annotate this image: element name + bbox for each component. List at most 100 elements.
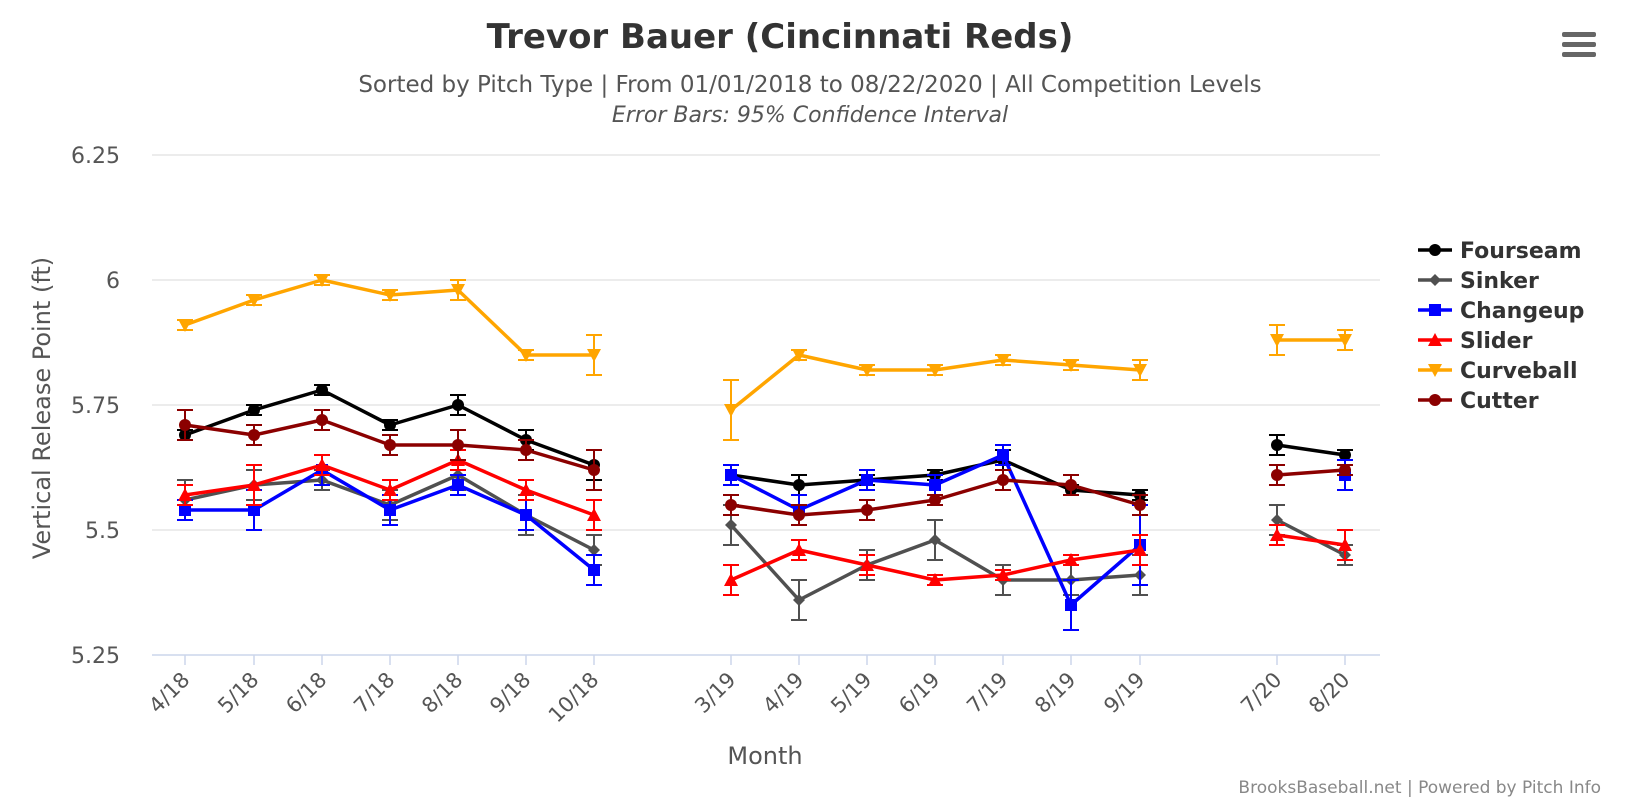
data-point-sinker bbox=[793, 594, 805, 606]
data-point-changeup bbox=[861, 474, 873, 486]
legend-marker-cutter bbox=[1429, 394, 1441, 406]
legend-label-slider: Slider bbox=[1460, 329, 1533, 354]
data-point-cutter bbox=[520, 444, 532, 456]
data-point-slider bbox=[1064, 553, 1078, 566]
y-tick-label: 5.25 bbox=[71, 644, 120, 669]
data-point-slider bbox=[383, 483, 397, 496]
data-point-curveball bbox=[724, 404, 738, 417]
y-axis-label: Vertical Release Point (ft) bbox=[28, 257, 56, 559]
data-point-sinker bbox=[588, 544, 600, 556]
data-point-changeup bbox=[929, 479, 941, 491]
data-point-cutter bbox=[725, 499, 737, 511]
data-point-changeup bbox=[997, 449, 1009, 461]
data-point-slider bbox=[315, 458, 329, 471]
data-point-curveball bbox=[315, 274, 329, 287]
data-point-slider bbox=[928, 573, 942, 586]
data-point-slider bbox=[587, 508, 601, 521]
data-point-cutter bbox=[1271, 469, 1283, 481]
legend-marker-sinker bbox=[1429, 274, 1441, 286]
data-point-slider bbox=[996, 568, 1010, 581]
credits-link[interactable]: BrooksBaseball.net | Powered by Pitch In… bbox=[1238, 778, 1601, 798]
data-point-curveball bbox=[519, 349, 533, 362]
legend-marker-fourseam bbox=[1429, 244, 1441, 256]
data-point-cutter bbox=[384, 439, 396, 451]
data-point-fourseam bbox=[316, 384, 328, 396]
data-point-slider bbox=[1338, 538, 1352, 551]
data-point-curveball bbox=[996, 354, 1010, 367]
data-point-curveball bbox=[1133, 364, 1147, 377]
series-cutter bbox=[177, 409, 1353, 526]
legend-label-fourseam: Fourseam bbox=[1460, 239, 1582, 264]
data-point-changeup bbox=[179, 504, 191, 516]
hamburger-menu-icon[interactable] bbox=[1552, 26, 1596, 66]
data-point-cutter bbox=[179, 419, 191, 431]
data-point-changeup bbox=[725, 469, 737, 481]
data-point-fourseam bbox=[452, 399, 464, 411]
data-point-cutter bbox=[929, 494, 941, 506]
chart-subtitle: Sorted by Pitch Type | From 01/01/2018 t… bbox=[358, 72, 1261, 98]
legend-item-changeup[interactable]: Changeup bbox=[1418, 299, 1584, 324]
data-point-fourseam bbox=[248, 404, 260, 416]
data-point-cutter bbox=[997, 474, 1009, 486]
data-point-changeup bbox=[248, 504, 260, 516]
data-point-curveball bbox=[860, 364, 874, 377]
chart-subtitle-error-bars: Error Bars: 95% Confidence Interval bbox=[612, 103, 1008, 128]
y-axis-ticks: 5.25 5.5 5.75 6 6.25 bbox=[71, 144, 120, 669]
legend-marker-slider bbox=[1428, 333, 1442, 346]
series-line-slider bbox=[1276, 533, 1346, 547]
legend-item-cutter[interactable]: Cutter bbox=[1418, 389, 1539, 414]
y-tick-label: 5.75 bbox=[71, 394, 120, 419]
legend: Fourseam Sinker Changeup Slider Curveball Cut… bbox=[1418, 239, 1584, 414]
legend-label-changeup: Changeup bbox=[1460, 299, 1584, 324]
y-tick-label: 6.25 bbox=[71, 144, 120, 169]
data-point-cutter bbox=[316, 414, 328, 426]
data-point-cutter bbox=[861, 504, 873, 516]
data-point-changeup bbox=[588, 564, 600, 576]
grid-lines bbox=[152, 154, 1380, 656]
data-point-changeup bbox=[452, 479, 464, 491]
data-point-cutter bbox=[1134, 499, 1146, 511]
data-point-slider bbox=[860, 558, 874, 571]
legend-marker-changeup bbox=[1429, 304, 1441, 316]
data-point-changeup bbox=[1065, 599, 1077, 611]
data-point-slider bbox=[1270, 528, 1284, 541]
data-point-cutter bbox=[1065, 479, 1077, 491]
data-point-changeup bbox=[384, 504, 396, 516]
series-curveball bbox=[177, 274, 1353, 441]
data-point-sinker bbox=[725, 519, 737, 531]
data-point-slider bbox=[247, 478, 261, 491]
chart-title: Trevor Bauer (Cincinnati Reds) bbox=[487, 17, 1074, 57]
legend-item-sinker[interactable]: Sinker bbox=[1418, 269, 1539, 294]
data-point-curveball bbox=[1338, 334, 1352, 347]
data-point-curveball bbox=[383, 289, 397, 302]
data-point-curveball bbox=[1270, 334, 1284, 347]
data-point-fourseam bbox=[1339, 449, 1351, 461]
data-point-sinker bbox=[1271, 514, 1283, 526]
data-point-cutter bbox=[248, 429, 260, 441]
series-line-cutter bbox=[1276, 468, 1346, 477]
y-tick-label: 5.5 bbox=[85, 519, 120, 544]
data-point-curveball bbox=[451, 284, 465, 297]
data-point-cutter bbox=[1339, 464, 1351, 476]
series-line-fourseam bbox=[1276, 443, 1346, 457]
legend-item-curveball[interactable]: Curveball bbox=[1418, 359, 1578, 384]
data-point-curveball bbox=[178, 319, 192, 332]
y-tick-label: 6 bbox=[106, 269, 120, 294]
data-point-cutter bbox=[793, 509, 805, 521]
legend-item-fourseam[interactable]: Fourseam bbox=[1418, 239, 1582, 264]
legend-label-sinker: Sinker bbox=[1460, 269, 1539, 294]
data-point-cutter bbox=[452, 439, 464, 451]
legend-item-slider[interactable]: Slider bbox=[1418, 329, 1533, 354]
legend-marker-curveball bbox=[1428, 364, 1442, 377]
data-point-fourseam bbox=[1271, 439, 1283, 451]
data-point-curveball bbox=[247, 294, 261, 307]
data-point-slider bbox=[792, 543, 806, 556]
data-point-curveball bbox=[587, 349, 601, 362]
series-line-sinker bbox=[1276, 518, 1346, 557]
data-point-cutter bbox=[588, 464, 600, 476]
data-point-slider bbox=[724, 573, 738, 586]
data-point-sinker bbox=[929, 534, 941, 546]
data-point-fourseam bbox=[384, 419, 396, 431]
data-point-fourseam bbox=[793, 479, 805, 491]
